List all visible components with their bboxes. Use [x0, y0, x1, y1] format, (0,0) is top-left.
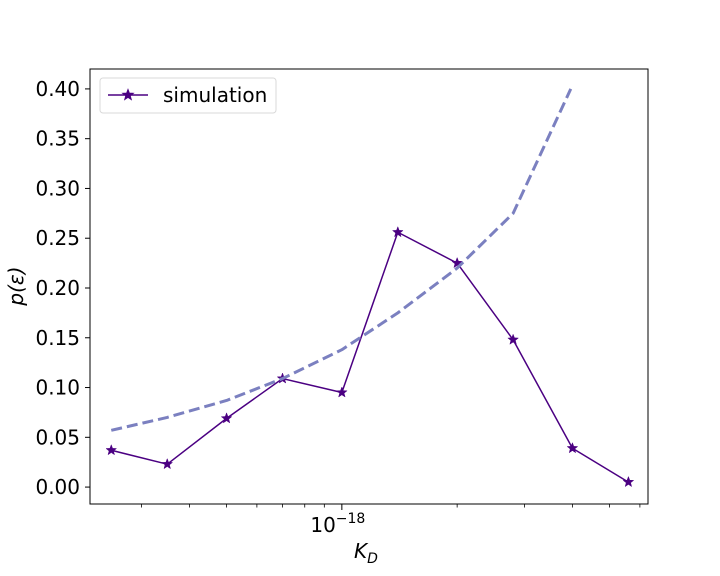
- simulation-point: [335, 386, 348, 398]
- x-tick-label: 10−18: [310, 511, 365, 537]
- legend-label: simulation: [163, 83, 267, 107]
- legend-star-marker: [121, 88, 135, 101]
- simulation-line: [111, 231, 629, 483]
- legend: simulation: [99, 77, 277, 114]
- simulation-point: [507, 333, 520, 345]
- simulation-point: [161, 457, 174, 470]
- y-tick-label: 0.40: [35, 77, 80, 101]
- y-axis-label: p(ε): [4, 266, 28, 306]
- y-tick-label: 0.25: [35, 226, 80, 250]
- simulation-point: [220, 412, 233, 424]
- y-axis: 0.00 0.05 0.10 0.15 0.20 0.25 0.30 0.35 0.40: [35, 77, 90, 499]
- y-tick-label: 0.05: [35, 425, 80, 449]
- y-tick-label: 0.15: [35, 326, 80, 350]
- y-tick-label: 0.10: [35, 376, 80, 400]
- x-axis: 10−18: [141, 504, 641, 537]
- y-tick-label: 0.30: [35, 176, 80, 200]
- y-tick-label: 0.00: [35, 475, 80, 499]
- x-axis-label-main: K: [354, 539, 369, 563]
- series-layer: [105, 88, 635, 488]
- simulation-point: [105, 444, 118, 456]
- simulation-point: [566, 442, 579, 454]
- x-axis-label-subscript: D: [367, 551, 378, 567]
- y-tick-label: 0.35: [35, 127, 80, 151]
- y-tick-label: 0.20: [35, 276, 80, 300]
- dashed-curve: [110, 88, 573, 432]
- simulation-point: [451, 256, 464, 269]
- simulation-point: [622, 475, 635, 488]
- x-axis-label: KD: [354, 539, 378, 567]
- legend-box: [99, 77, 277, 114]
- plot-frame: [89, 68, 649, 505]
- simulation-point: [391, 226, 404, 238]
